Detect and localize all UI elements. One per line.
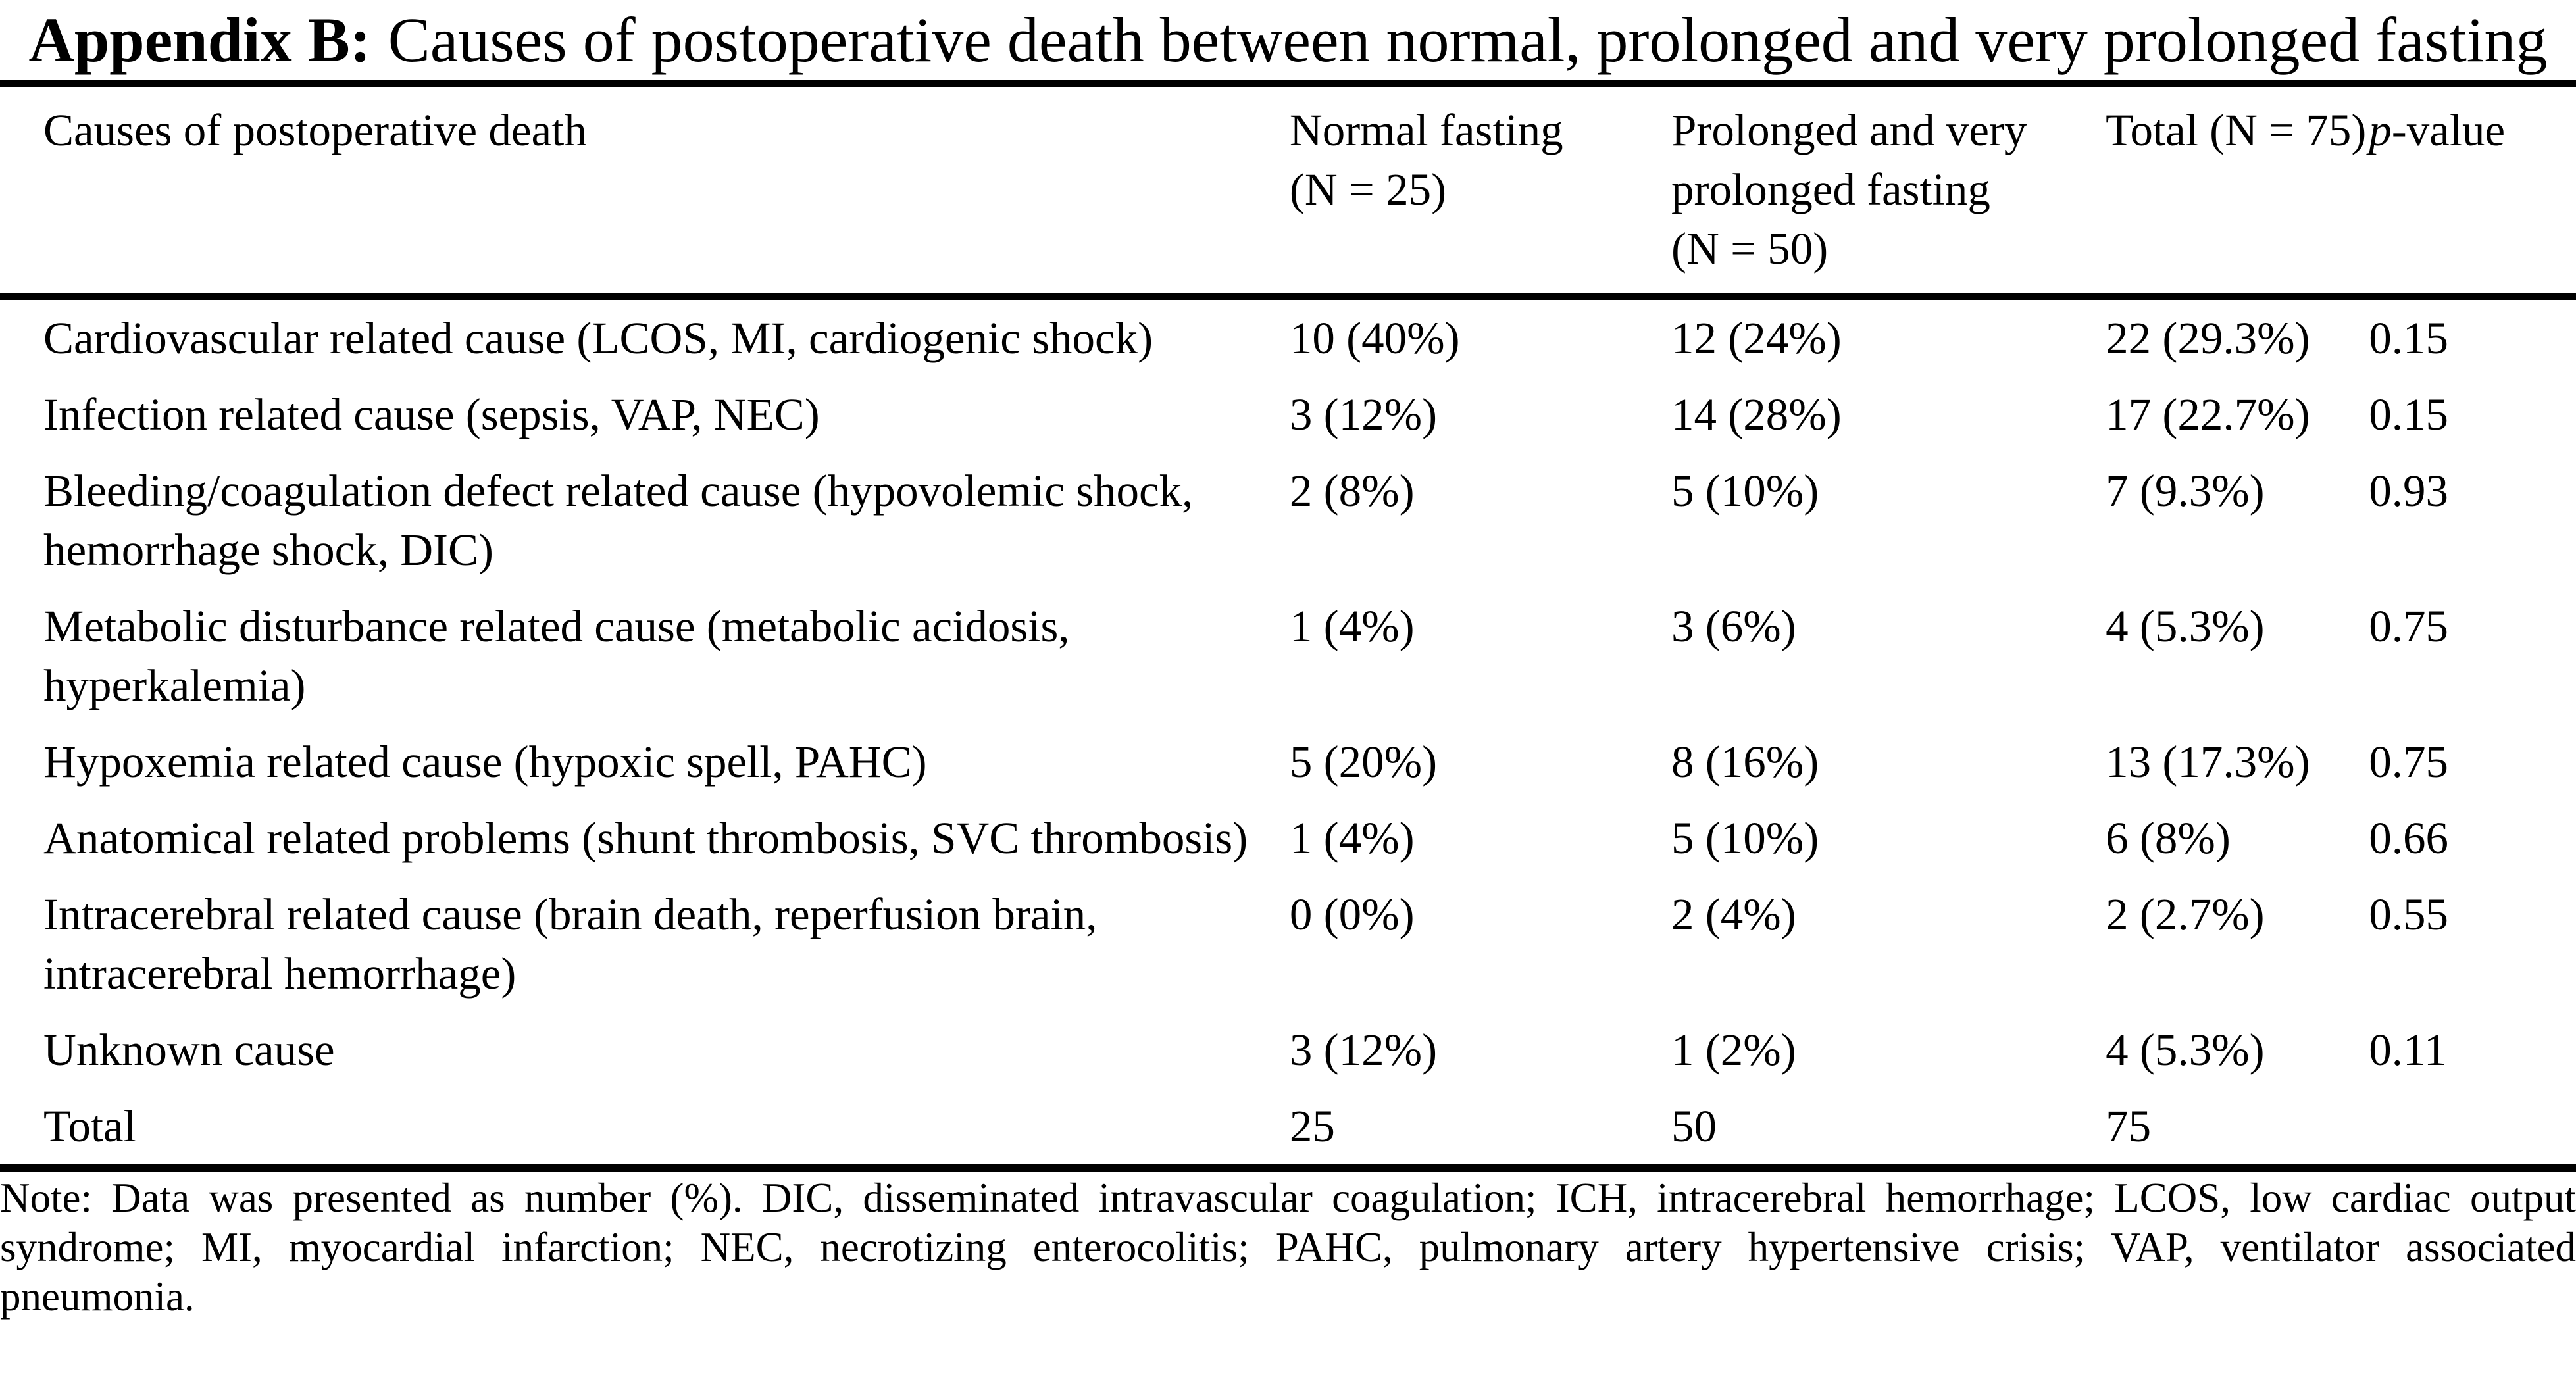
table-row-total: Total 25 50 75 [0, 1088, 2576, 1168]
header-causes: Causes of postoperative death [0, 84, 1290, 300]
p-value-rest: -value [2391, 105, 2506, 155]
cell-total: 4 (5.3%) [2106, 1025, 2265, 1075]
cell-prolonged: 5 (10%) [1671, 466, 1819, 516]
cell-total: 13 (17.3%) [2106, 737, 2310, 787]
cell-normal: 10 (40%) [1289, 313, 1460, 363]
p-value-italic-p: p [2369, 105, 2392, 155]
cell-normal: 3 (12%) [1289, 389, 1438, 439]
cell-p-value: 0.93 [2369, 466, 2448, 516]
cell-p-value: 0.15 [2369, 389, 2448, 439]
cell-prolonged: 2 (4%) [1671, 889, 1796, 939]
table-body: Cardiovascular related cause (LCOS, MI, … [0, 297, 2576, 1168]
cell-total: 22 (29.3%) [2106, 313, 2310, 363]
header-p-value: p-value [2369, 84, 2576, 300]
table-title-text: Causes of postoperative death between no… [388, 5, 2548, 75]
header-prolonged-fasting: Prolonged and very prolonged fasting (N … [1671, 84, 2106, 300]
cell-cause: Unknown cause [43, 1025, 335, 1075]
cell-prolonged: 50 [1671, 1101, 1717, 1151]
appendix-b-table: Causes of postoperative death Normal fas… [0, 80, 2576, 1172]
cell-p-value: 0.75 [2369, 737, 2448, 787]
cell-normal: 1 (4%) [1289, 813, 1415, 863]
cell-cause: Anatomical related problems (shunt throm… [43, 813, 1248, 863]
cell-prolonged: 14 (28%) [1671, 389, 1842, 439]
cell-normal: 3 (12%) [1289, 1025, 1438, 1075]
header-total: Total (N = 75) [2106, 84, 2369, 300]
cell-cause: Total [43, 1101, 136, 1151]
table-title-label: Appendix B: [28, 5, 371, 75]
cell-p-value: 0.55 [2369, 889, 2448, 939]
cell-prolonged: 12 (24%) [1671, 313, 1842, 363]
cell-total: 7 (9.3%) [2106, 466, 2265, 516]
cell-prolonged: 5 (10%) [1671, 813, 1819, 863]
cell-normal: 25 [1289, 1101, 1335, 1151]
table-footnote: Note: Data was presented as number (%). … [0, 1174, 2576, 1322]
table-row: Intracerebral related cause (brain death… [0, 876, 2576, 1012]
cell-total: 17 (22.7%) [2106, 389, 2310, 439]
cell-prolonged: 8 (16%) [1671, 737, 1819, 787]
cell-total: 2 (2.7%) [2106, 889, 2265, 939]
cell-cause: Infection related cause (sepsis, VAP, NE… [43, 389, 820, 439]
cell-p-value: 0.66 [2369, 813, 2448, 863]
footnote-line: pneumonia. [0, 1274, 195, 1320]
cell-cause: Intracerebral related cause (brain death… [43, 889, 1098, 999]
header-normal-fasting: Normal fasting (N = 25) [1289, 84, 1672, 300]
footnote-line: Note: Data was presented as number (%). … [0, 1175, 2576, 1221]
table-row: Hypoxemia related cause (hypoxic spell, … [0, 724, 2576, 800]
table-row: Bleeding/coagulation defect related caus… [0, 453, 2576, 588]
cell-total: 75 [2106, 1101, 2152, 1151]
cell-p-value: 0.11 [2369, 1025, 2447, 1075]
cell-normal: 5 (20%) [1289, 737, 1438, 787]
cell-cause: Hypoxemia related cause (hypoxic spell, … [43, 737, 927, 787]
table-header: Causes of postoperative death Normal fas… [0, 84, 2576, 300]
table-title: Appendix B: Causes of postoperative death… [0, 0, 2576, 80]
cell-p-value: 0.15 [2369, 313, 2448, 363]
cell-prolonged: 1 (2%) [1671, 1025, 1796, 1075]
table-row: Cardiovascular related cause (LCOS, MI, … [0, 297, 2576, 377]
table-row: Anatomical related problems (shunt throm… [0, 800, 2576, 876]
cell-normal: 0 (0%) [1289, 889, 1415, 939]
table-row: Unknown cause 3 (12%) 1 (2%) 4 (5.3%) 0.… [0, 1012, 2576, 1088]
cell-total: 6 (8%) [2106, 813, 2231, 863]
table-row: Infection related cause (sepsis, VAP, NE… [0, 376, 2576, 453]
cell-normal: 2 (8%) [1289, 466, 1415, 516]
cell-cause: Bleeding/coagulation defect related caus… [43, 466, 1194, 575]
cell-cause: Metabolic disturbance related cause (met… [43, 601, 1070, 710]
cell-normal: 1 (4%) [1289, 601, 1415, 651]
footnote-line: syndrome; MI, myocardial infarction; NEC… [0, 1224, 2576, 1270]
cell-p-value [2369, 1088, 2576, 1168]
cell-cause: Cardiovascular related cause (LCOS, MI, … [43, 313, 1153, 363]
header-row: Causes of postoperative death Normal fas… [0, 84, 2576, 300]
cell-prolonged: 3 (6%) [1671, 601, 1796, 651]
table-row: Metabolic disturbance related cause (met… [0, 588, 2576, 724]
cell-p-value: 0.75 [2369, 601, 2448, 651]
cell-total: 4 (5.3%) [2106, 601, 2265, 651]
